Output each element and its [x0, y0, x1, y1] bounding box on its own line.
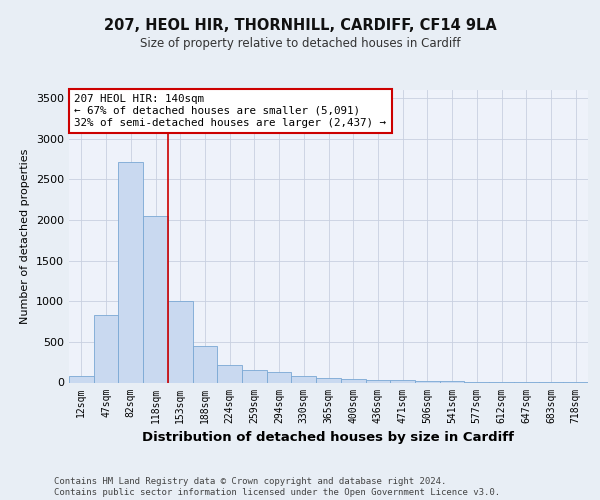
Bar: [390, 380, 415, 382]
X-axis label: Distribution of detached houses by size in Cardiff: Distribution of detached houses by size …: [143, 431, 515, 444]
Bar: [267, 372, 292, 382]
Text: 207 HEOL HIR: 140sqm
← 67% of detached houses are smaller (5,091)
32% of semi-de: 207 HEOL HIR: 140sqm ← 67% of detached h…: [74, 94, 386, 128]
Bar: [143, 216, 168, 382]
Text: 207, HEOL HIR, THORNHILL, CARDIFF, CF14 9LA: 207, HEOL HIR, THORNHILL, CARDIFF, CF14 …: [104, 18, 496, 32]
Bar: [168, 301, 193, 382]
Bar: [365, 380, 390, 382]
Text: Contains HM Land Registry data © Crown copyright and database right 2024.
Contai: Contains HM Land Registry data © Crown c…: [54, 478, 500, 497]
Bar: [217, 365, 242, 382]
Bar: [118, 162, 143, 382]
Bar: [292, 376, 316, 382]
Bar: [316, 378, 341, 382]
Bar: [242, 370, 267, 382]
Bar: [415, 381, 440, 382]
Bar: [193, 346, 217, 383]
Bar: [94, 315, 118, 382]
Bar: [341, 379, 365, 382]
Bar: [69, 376, 94, 382]
Text: Size of property relative to detached houses in Cardiff: Size of property relative to detached ho…: [140, 38, 460, 51]
Y-axis label: Number of detached properties: Number of detached properties: [20, 148, 31, 324]
